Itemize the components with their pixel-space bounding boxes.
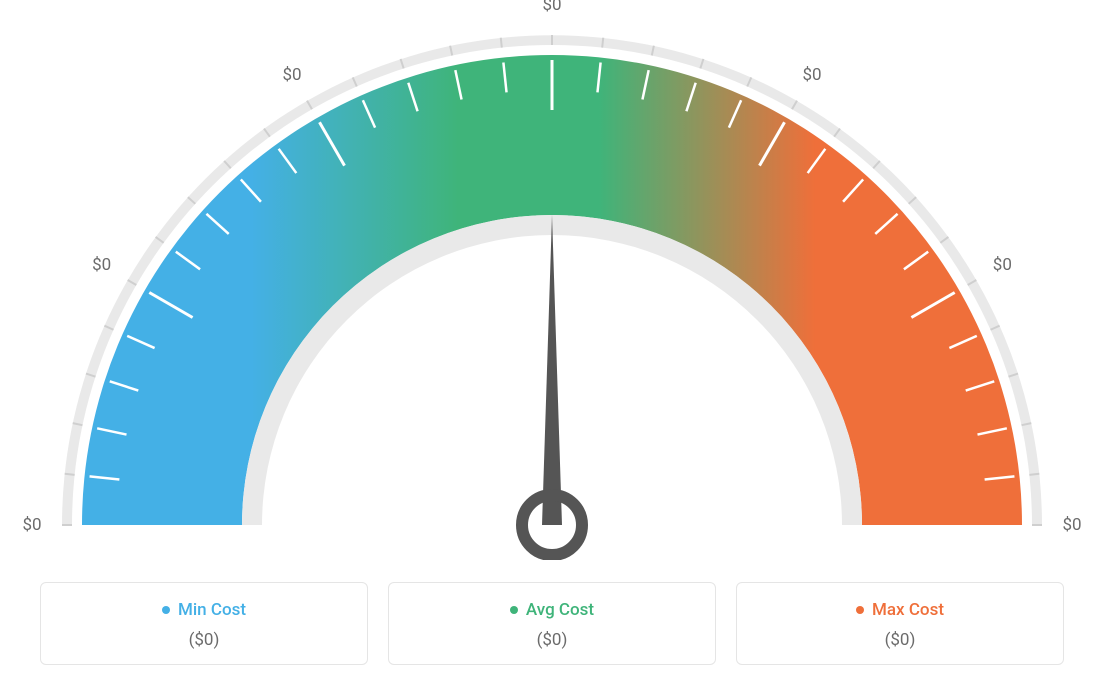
gauge-svg [0,0,1104,560]
legend-value-avg: ($0) [399,630,705,650]
legend-title-text: Min Cost [178,600,246,620]
legend-value-max: ($0) [747,630,1053,650]
dot-icon [510,606,518,614]
legend-title-text: Avg Cost [526,600,594,620]
gauge-chart: $0 $0 $0 $0 $0 $0 $0 [0,0,1104,560]
legend-value-min: ($0) [51,630,357,650]
legend-title-avg: Avg Cost [510,600,594,620]
legend-card-avg: Avg Cost ($0) [388,582,716,665]
legend-title-text: Max Cost [872,600,944,620]
legend-title-max: Max Cost [856,600,944,620]
legend-card-min: Min Cost ($0) [40,582,368,665]
gauge-tick-label: $0 [802,65,821,85]
legend-card-max: Max Cost ($0) [736,582,1064,665]
gauge-tick-label: $0 [993,255,1012,275]
gauge-tick-label: $0 [22,515,41,535]
gauge-tick-label: $0 [542,0,561,15]
gauge-tick-label: $0 [1062,515,1081,535]
dot-icon [856,606,864,614]
dot-icon [162,606,170,614]
legend-row: Min Cost ($0) Avg Cost ($0) Max Cost ($0… [40,582,1064,665]
gauge-tick-label: $0 [282,65,301,85]
legend-title-min: Min Cost [162,600,246,620]
gauge-tick-label: $0 [92,255,111,275]
